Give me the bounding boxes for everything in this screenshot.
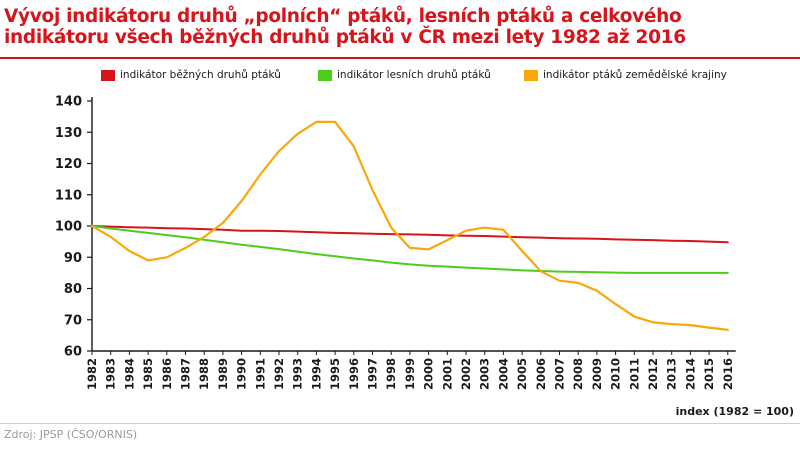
x-tick-label-2000: 2000 bbox=[422, 358, 436, 390]
y-tick-label-140: 140 bbox=[55, 95, 82, 110]
x-tick-label-1989: 1989 bbox=[216, 358, 230, 390]
legend-swatch-forest-birds bbox=[318, 70, 332, 81]
x-tick-label-1991: 1991 bbox=[253, 358, 267, 390]
x-tick-label-1982: 1982 bbox=[85, 358, 99, 390]
x-tick-label-2006: 2006 bbox=[534, 358, 548, 390]
y-tick-label-70: 70 bbox=[64, 313, 82, 328]
chart-title: Vývoj indikátoru druhů „polních“ ptáků, … bbox=[4, 6, 796, 48]
x-tick-label-1984: 1984 bbox=[122, 358, 136, 390]
x-tick-label-2008: 2008 bbox=[571, 358, 585, 390]
x-tick-label-2015: 2015 bbox=[702, 358, 716, 390]
series-line-farmland-birds bbox=[90, 120, 729, 331]
legend-swatch-farmland-birds bbox=[524, 70, 538, 81]
x-tick-label-2001: 2001 bbox=[440, 358, 454, 390]
x-tick-label-2010: 2010 bbox=[609, 358, 623, 390]
x-tick-label-2009: 2009 bbox=[590, 358, 604, 390]
index-note: index (1982 = 100) bbox=[675, 405, 794, 418]
chart-title-line-2: indikátoru všech běžných druhů ptáků v Č… bbox=[4, 27, 686, 48]
x-tick-label-2011: 2011 bbox=[627, 358, 641, 390]
legend-label-common-birds: indikátor běžných druhů ptáků bbox=[120, 69, 281, 81]
x-tick-label-1995: 1995 bbox=[328, 358, 342, 390]
x-tick-label-1988: 1988 bbox=[197, 358, 211, 390]
x-tick-label-1985: 1985 bbox=[141, 358, 155, 390]
legend-label-forest-birds: indikátor lesních druhů ptáků bbox=[337, 69, 491, 81]
y-tick-label-110: 110 bbox=[55, 188, 82, 203]
y-tick-label-120: 120 bbox=[55, 157, 82, 172]
x-tick-label-2014: 2014 bbox=[683, 358, 697, 390]
x-tick-label-1992: 1992 bbox=[272, 358, 286, 390]
y-tick-label-130: 130 bbox=[55, 126, 82, 141]
y-tick-label-100: 100 bbox=[55, 220, 82, 235]
y-tick-label-60: 60 bbox=[64, 345, 82, 360]
x-tick-label-2013: 2013 bbox=[665, 358, 679, 390]
x-tick-label-2004: 2004 bbox=[496, 358, 510, 390]
legend-label-farmland-birds: indikátor ptáků zemědělské krajiny bbox=[543, 69, 727, 81]
series-line-common-birds bbox=[91, 225, 729, 244]
x-tick-label-1983: 1983 bbox=[104, 358, 118, 390]
x-tick-label-2003: 2003 bbox=[478, 358, 492, 390]
footer-divider bbox=[0, 423, 800, 424]
x-tick-label-1999: 1999 bbox=[403, 358, 417, 390]
x-tick-label-2002: 2002 bbox=[459, 358, 473, 390]
y-tick-label-80: 80 bbox=[64, 282, 82, 297]
series-line-forest-birds bbox=[91, 225, 729, 274]
chart-legend: indikátor běžných druhů ptáků indikátor … bbox=[0, 68, 800, 84]
x-tick-label-1987: 1987 bbox=[179, 358, 193, 390]
x-tick-label-1986: 1986 bbox=[160, 358, 174, 390]
legend-swatch-common-birds bbox=[101, 70, 115, 81]
y-tick-label-90: 90 bbox=[64, 251, 82, 266]
x-tick-label-2007: 2007 bbox=[553, 358, 567, 390]
x-tick-label-1998: 1998 bbox=[384, 358, 398, 390]
x-tick-label-1990: 1990 bbox=[235, 358, 249, 390]
x-tick-label-1993: 1993 bbox=[291, 358, 305, 390]
source-note: Zdroj: JPSP (ČSO/ORNIS) bbox=[4, 428, 138, 441]
x-tick-label-1996: 1996 bbox=[347, 358, 361, 390]
x-tick-label-1997: 1997 bbox=[366, 358, 380, 390]
x-tick-label-2012: 2012 bbox=[646, 358, 660, 390]
chart-title-line-1: Vývoj indikátoru druhů „polních“ ptáků, … bbox=[4, 6, 682, 27]
x-tick-label-2005: 2005 bbox=[515, 358, 529, 390]
title-underline bbox=[0, 57, 800, 59]
x-tick-label-2016: 2016 bbox=[721, 358, 735, 390]
x-tick-label-1994: 1994 bbox=[309, 358, 323, 390]
